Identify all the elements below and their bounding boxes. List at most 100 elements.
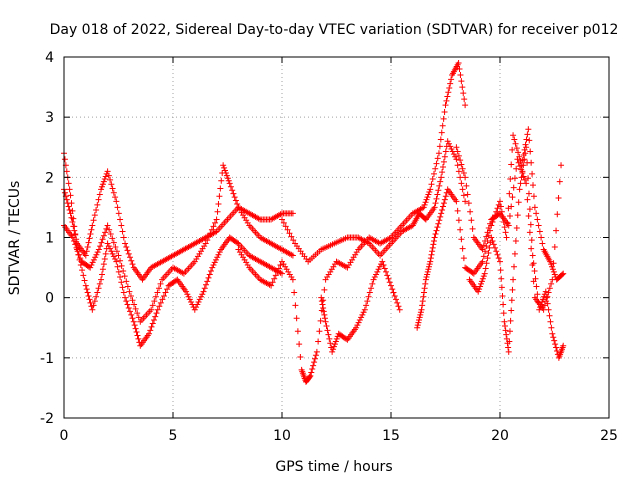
data-point <box>91 212 98 219</box>
data-point <box>417 311 424 318</box>
data-point <box>442 102 449 109</box>
data-point <box>551 271 558 278</box>
data-point <box>514 212 521 219</box>
data-point <box>385 275 392 282</box>
data-point <box>446 84 453 91</box>
data-point <box>90 217 97 224</box>
data-point <box>113 258 120 265</box>
data-point <box>520 173 527 180</box>
data-point <box>513 145 520 152</box>
data-point <box>232 197 239 204</box>
data-point <box>422 280 429 287</box>
data-point <box>428 181 435 188</box>
data-point <box>321 315 328 322</box>
series-track-c <box>61 162 296 325</box>
data-point <box>427 186 434 193</box>
data-point <box>102 229 109 236</box>
data-point <box>539 240 546 247</box>
data-point <box>395 303 402 310</box>
data-point <box>133 329 140 336</box>
data-point <box>500 310 507 317</box>
data-point <box>95 285 102 292</box>
data-point <box>503 234 510 241</box>
data-point <box>296 341 303 348</box>
data-point <box>90 302 97 309</box>
data-point <box>199 291 206 298</box>
data-point <box>193 304 200 311</box>
data-point <box>87 299 94 306</box>
data-point <box>478 280 485 287</box>
data-point <box>85 292 92 299</box>
data-point <box>371 274 378 281</box>
data-point <box>97 243 104 250</box>
data-point <box>548 280 555 287</box>
data-point <box>493 248 500 255</box>
data-point <box>480 253 487 260</box>
data-point <box>117 274 124 281</box>
data-point <box>322 318 329 325</box>
data-point <box>319 301 326 308</box>
data-point <box>533 210 540 217</box>
data-point <box>524 159 531 166</box>
data-point <box>130 318 137 325</box>
data-point <box>225 177 232 184</box>
data-point <box>510 276 517 283</box>
series-track-f <box>318 258 403 355</box>
data-point <box>331 341 338 348</box>
data-point <box>512 237 519 244</box>
data-point <box>541 302 548 309</box>
data-point <box>434 191 441 198</box>
data-point <box>486 244 493 251</box>
data-point <box>129 297 136 304</box>
data-point <box>421 289 428 296</box>
data-point <box>210 262 217 269</box>
data-point <box>286 230 293 237</box>
data-point <box>65 180 72 187</box>
data-point <box>87 264 94 271</box>
data-point <box>529 252 536 259</box>
data-point <box>361 306 368 313</box>
data-point <box>444 138 451 145</box>
data-point <box>89 222 96 229</box>
data-point <box>549 266 556 273</box>
data-point <box>268 282 275 289</box>
data-point <box>127 292 134 299</box>
data-point <box>112 194 119 201</box>
data-point <box>440 158 447 165</box>
data-point <box>546 312 553 319</box>
data-point <box>507 317 514 324</box>
data-point <box>307 372 314 379</box>
data-point <box>332 338 339 345</box>
data-point <box>485 249 492 256</box>
data-point <box>421 285 428 292</box>
data-point <box>498 275 505 282</box>
data-point <box>82 282 89 289</box>
data-point <box>463 182 470 189</box>
data-point <box>539 296 546 303</box>
data-point <box>326 335 333 342</box>
data-point <box>204 237 211 244</box>
data-point <box>369 280 376 287</box>
data-point <box>427 255 434 262</box>
data-point <box>513 165 520 172</box>
data-point <box>108 181 115 188</box>
data-point <box>489 237 496 244</box>
data-point <box>430 241 437 248</box>
data-point <box>432 165 439 172</box>
data-point <box>365 293 372 300</box>
data-point <box>325 331 332 338</box>
data-point <box>419 302 426 309</box>
data-point <box>482 237 489 244</box>
data-point <box>88 262 95 269</box>
data-point <box>353 324 360 331</box>
data-point <box>220 162 227 169</box>
data-point <box>416 314 423 321</box>
data-point <box>441 153 448 160</box>
data-point <box>321 286 328 293</box>
data-point <box>95 196 102 203</box>
data-point <box>550 268 557 275</box>
data-point <box>501 323 508 330</box>
data-point <box>191 306 198 313</box>
data-point <box>269 279 276 286</box>
data-point <box>379 258 386 265</box>
